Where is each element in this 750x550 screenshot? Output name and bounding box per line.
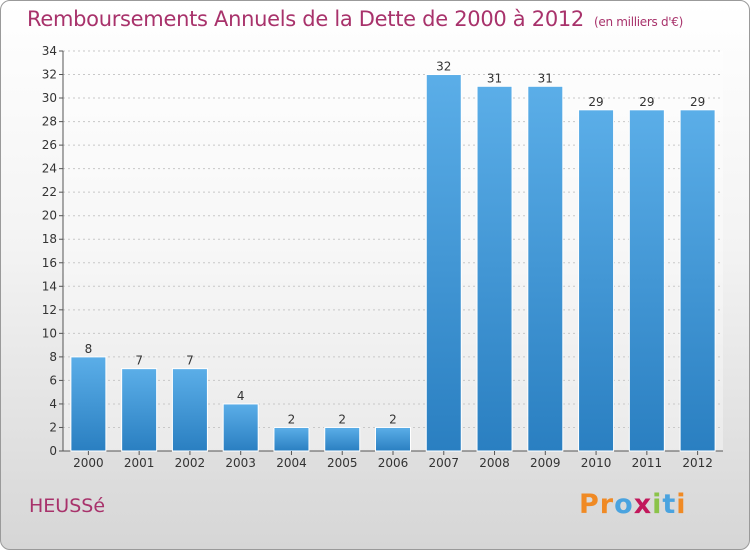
bar-2012 (679, 109, 716, 452)
bar-2007 (425, 74, 462, 452)
y-tick-label: 34 (42, 44, 57, 58)
data-label-2009: 31 (538, 71, 553, 85)
logo-letter: i (652, 489, 663, 520)
bar-2011 (628, 109, 665, 452)
y-tick-label: 2 (49, 420, 57, 434)
y-tick-label: 16 (42, 256, 57, 270)
x-tick-label-2000: 2000 (73, 456, 104, 470)
x-tick-label-2010: 2010 (581, 456, 612, 470)
data-label-2011: 29 (639, 95, 654, 109)
bar-2000 (70, 356, 107, 452)
y-tick-label: 32 (42, 68, 57, 82)
logo-letter: t (662, 489, 677, 520)
data-label-2008: 31 (487, 71, 502, 85)
bar-2006 (375, 426, 411, 452)
y-tick-label: 24 (42, 162, 57, 176)
data-label-2002: 7 (186, 354, 194, 368)
plot-area (63, 51, 723, 451)
x-tick-label-2012: 2012 (682, 456, 713, 470)
data-label-2006: 2 (389, 412, 397, 426)
x-tick-label-2009: 2009 (530, 456, 561, 470)
y-tick-label: 10 (42, 326, 57, 340)
x-tick-label-2011: 2011 (632, 456, 663, 470)
logo-letter: P (579, 489, 600, 520)
data-label-2007: 32 (436, 60, 451, 74)
bar-2001 (121, 368, 158, 452)
data-label-2012: 29 (690, 95, 705, 109)
x-tick-label-2003: 2003 (225, 456, 256, 470)
y-tick-label: 28 (42, 115, 57, 129)
y-tick-label: 4 (49, 397, 57, 411)
data-label-2010: 29 (588, 95, 603, 109)
data-label-2001: 7 (135, 354, 143, 368)
data-label-2000: 8 (85, 342, 93, 356)
logo-letter: o (614, 489, 634, 520)
town-name: HEUSSé (29, 495, 106, 517)
x-tick-label-2008: 2008 (479, 456, 510, 470)
x-tick-label-2006: 2006 (378, 456, 409, 470)
x-tick-label-2007: 2007 (428, 456, 459, 470)
x-tick-label-2002: 2002 (175, 456, 206, 470)
bar-2002 (171, 368, 208, 452)
y-tick-label: 18 (42, 232, 57, 246)
logo-letter: x (633, 489, 653, 520)
y-tick-label: 30 (42, 91, 57, 105)
proxiti-logo: Proxiti (579, 489, 687, 520)
data-label-2004: 2 (288, 412, 296, 426)
y-tick-label: 20 (42, 209, 57, 223)
chart-title: Remboursements Annuels de la Dette de 20… (27, 7, 684, 31)
chart-subtitle: (en milliers d'€) (594, 15, 684, 29)
x-tick-label-2004: 2004 (276, 456, 307, 470)
bar-2005 (324, 426, 361, 452)
bar-2003 (222, 403, 259, 452)
x-tick-label-2001: 2001 (124, 456, 155, 470)
y-tick-label: 14 (42, 279, 57, 293)
logo-letter: r (599, 489, 615, 520)
y-tick-label: 0 (49, 444, 57, 458)
y-tick-label: 6 (49, 373, 57, 387)
bar-2004 (273, 426, 310, 452)
x-tick-label-2005: 2005 (327, 456, 358, 470)
y-tick-label: 8 (49, 350, 57, 364)
data-label-2003: 4 (237, 389, 245, 403)
y-tick-label: 12 (42, 303, 57, 317)
data-label-2005: 2 (338, 412, 346, 426)
logo-letter: i (676, 489, 687, 520)
bar-2010 (578, 109, 615, 452)
y-tick-label: 22 (42, 185, 57, 199)
bar-2008 (476, 85, 513, 452)
bar-2009 (527, 85, 564, 452)
y-tick-label: 26 (42, 138, 57, 152)
